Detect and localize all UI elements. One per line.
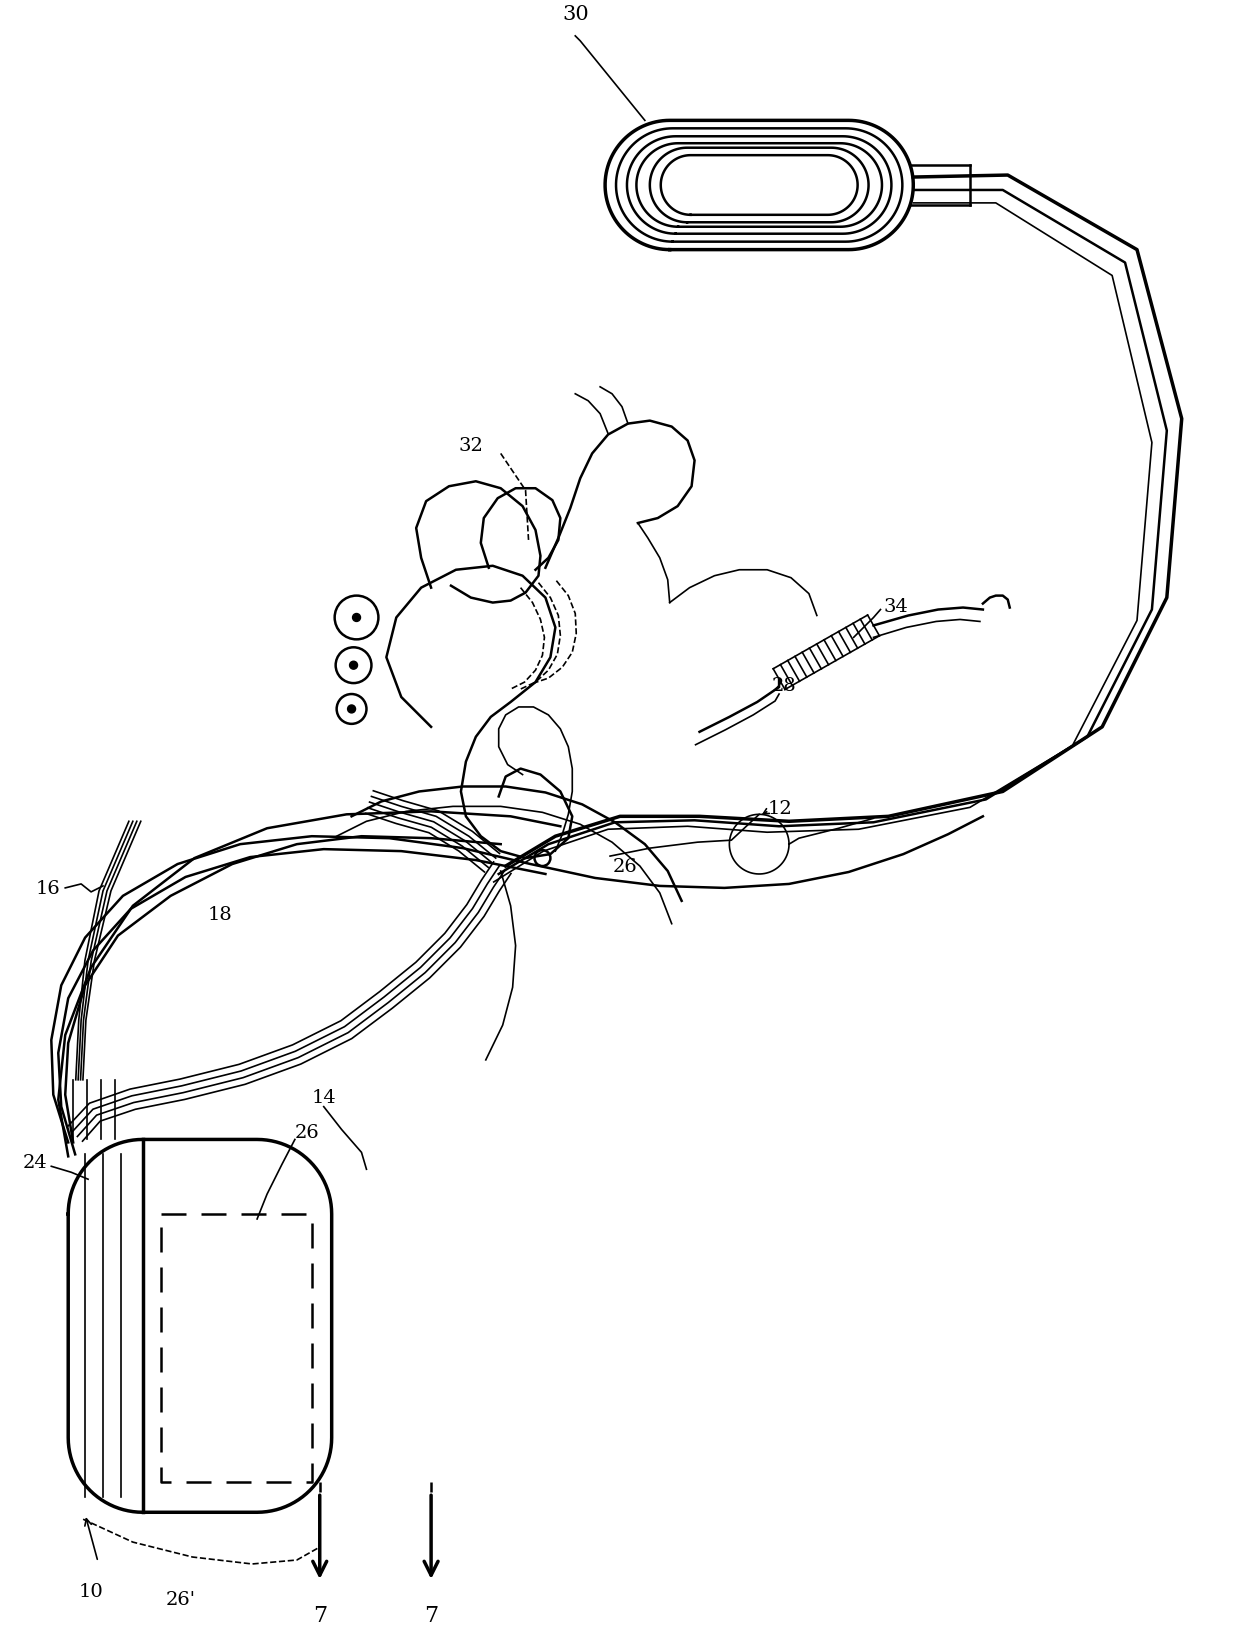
- Text: 24: 24: [24, 1154, 48, 1172]
- Text: 10: 10: [78, 1581, 103, 1601]
- Circle shape: [352, 615, 361, 623]
- Text: 7: 7: [312, 1604, 327, 1625]
- Circle shape: [350, 662, 357, 670]
- Text: 30: 30: [562, 5, 589, 24]
- Text: 14: 14: [311, 1087, 336, 1107]
- Text: 34: 34: [883, 597, 909, 615]
- Text: 16: 16: [36, 879, 61, 898]
- Text: 32: 32: [459, 437, 484, 455]
- Text: 26': 26': [166, 1589, 196, 1607]
- Text: 26: 26: [613, 857, 637, 875]
- Circle shape: [347, 706, 356, 714]
- Text: 28: 28: [773, 676, 797, 694]
- Text: 26: 26: [295, 1123, 320, 1141]
- Text: 18: 18: [208, 905, 233, 923]
- Text: 12: 12: [768, 800, 792, 818]
- Text: 7: 7: [424, 1604, 438, 1625]
